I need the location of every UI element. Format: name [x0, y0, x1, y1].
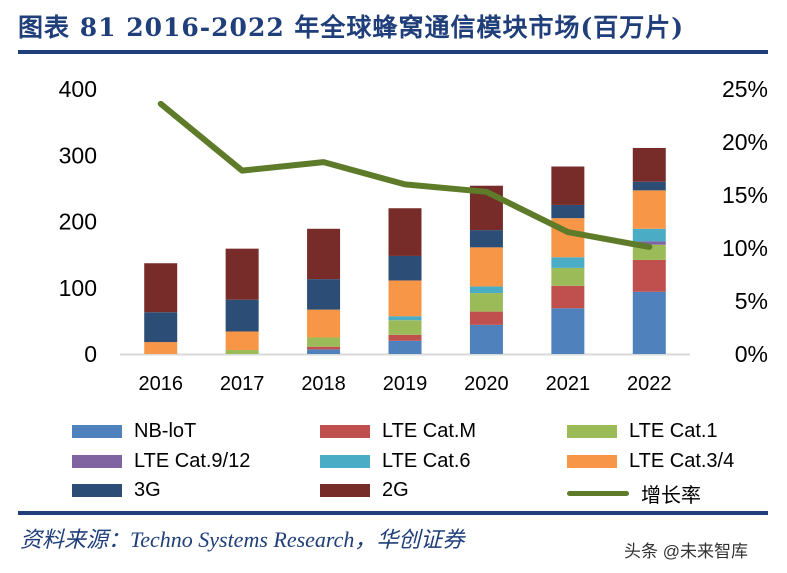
- bar-segment-lte-cat-3-4: [307, 309, 341, 338]
- left-tick-label: 400: [59, 76, 97, 102]
- legend-swatch: [72, 455, 122, 468]
- bar-segment-nb-lot: [632, 291, 666, 354]
- bar-segment-lte-cat-m: [388, 334, 422, 341]
- legend-item: 3G: [72, 479, 161, 502]
- bar-segment-lte-cat-3-4: [632, 190, 666, 229]
- legend-item: LTE Cat.3/4: [567, 450, 734, 473]
- bar-segment-3g: [307, 279, 341, 310]
- bar-segment-nb-lot: [469, 324, 503, 354]
- left-tick-label: 200: [59, 209, 97, 235]
- legend-swatch: [320, 455, 370, 468]
- legend-label: 2G: [382, 479, 409, 501]
- bar-segment-lte-cat-3-4: [388, 280, 422, 317]
- legend-item: 2G: [320, 479, 409, 502]
- right-tick-label: 15%: [722, 182, 768, 208]
- right-tick-label: 20%: [722, 129, 768, 155]
- x-tick-label: 2016: [138, 373, 183, 395]
- bar-segment-lte-cat-3-4: [225, 331, 259, 351]
- bar-segment-3g: [388, 255, 422, 281]
- legend: NB-loT LTE Cat.M LTE Cat.1 LTE Cat.9/12 LTE …: [0, 418, 787, 508]
- bar-segment-2g: [551, 166, 585, 205]
- bar-segment-2g: [307, 228, 341, 280]
- x-tick-label: 2017: [220, 373, 265, 395]
- legend-swatch: [567, 491, 629, 496]
- legend-label: 3G: [134, 479, 161, 501]
- legend-label: LTE Cat.M: [382, 420, 477, 442]
- bar-segment-2g: [144, 263, 178, 313]
- bar-segment-lte-cat-1: [469, 293, 503, 312]
- legend-swatch: [567, 455, 617, 468]
- bar-segment-2g: [225, 248, 259, 300]
- source-rule: [18, 511, 768, 515]
- left-tick-label: 100: [59, 275, 97, 301]
- legend-swatch: [72, 425, 122, 438]
- bar-segment-lte-cat-m: [469, 311, 503, 325]
- bar-segment-lte-cat-1: [307, 337, 341, 347]
- legend-item: LTE Cat.9/12: [72, 450, 250, 473]
- bar-segment-lte-cat-6: [551, 257, 585, 268]
- legend-swatch: [320, 484, 370, 497]
- bar-segment-3g: [144, 312, 178, 343]
- bar-segment-lte-cat-3-4: [469, 247, 503, 287]
- bar-segment-3g: [469, 230, 503, 248]
- legend-item: LTE Cat.M: [320, 420, 476, 443]
- x-tick-label: 2021: [546, 373, 591, 395]
- bar-segment-nb-lot: [307, 349, 341, 354]
- legend-label: 增长率: [641, 485, 701, 507]
- right-tick-label: 5%: [735, 288, 768, 314]
- x-tick-label: 2018: [301, 373, 346, 395]
- x-tick-label: 2022: [627, 373, 672, 395]
- bar-segment-lte-cat-6: [388, 316, 422, 321]
- bar-segment-2g: [388, 208, 422, 256]
- bar-segment-lte-cat-6: [469, 286, 503, 294]
- bar-segment-lte-cat-1: [225, 350, 259, 354]
- bar-segment-nb-lot: [551, 308, 585, 354]
- x-tick-label: 2020: [464, 373, 509, 395]
- legend-swatch: [320, 425, 370, 438]
- right-tick-label: 25%: [722, 76, 768, 102]
- bar-segment-3g: [225, 299, 259, 332]
- legend-item: 增长率: [567, 479, 701, 508]
- bar-segment-3g: [551, 204, 585, 219]
- legend-swatch: [72, 484, 122, 497]
- bar-segment-lte-cat-m: [632, 259, 666, 292]
- right-tick-label: 10%: [722, 235, 768, 261]
- bar-segment-lte-cat-1: [388, 320, 422, 335]
- figure-title: 图表 81 2016-2022 年全球蜂窝通信模块市场(百万片): [18, 13, 685, 42]
- bar-segment-lte-cat-m: [551, 285, 585, 309]
- legend-label: LTE Cat.9/12: [134, 450, 251, 472]
- legend-item: LTE Cat.1: [567, 420, 718, 443]
- legend-item: NB-loT: [72, 420, 196, 443]
- bar-segment-lte-cat-9-12: [632, 241, 666, 245]
- bar-segment-lte-cat-m: [307, 346, 341, 350]
- chart: 0 100 200 300 400 0% 5% 10% 15% 20% 25% 2016 2017 201…: [59, 76, 768, 395]
- bar-segment-2g: [632, 147, 666, 182]
- source-note: 资料来源：Techno Systems Research，华创证券: [20, 527, 465, 552]
- legend-swatch: [567, 425, 617, 438]
- bar-segment-nb-lot: [388, 340, 422, 354]
- bar-segment-lte-cat-1: [632, 244, 666, 260]
- left-tick-label: 300: [59, 142, 97, 168]
- title-rule: [18, 50, 768, 54]
- right-tick-label: 0%: [735, 341, 768, 367]
- legend-item: LTE Cat.6: [320, 450, 471, 473]
- bar-segment-lte-cat-1: [551, 267, 585, 286]
- legend-label: LTE Cat.3/4: [629, 450, 735, 472]
- legend-label: LTE Cat.6: [382, 450, 471, 472]
- legend-label: LTE Cat.1: [629, 420, 718, 442]
- x-tick-label: 2019: [383, 373, 428, 395]
- bar-segment-lte-cat-6: [632, 228, 666, 242]
- left-tick-label: 0: [84, 341, 97, 367]
- legend-label: NB-loT: [134, 420, 197, 442]
- bar-segment-lte-cat-3-4: [144, 342, 178, 354]
- bar-segment-3g: [632, 181, 666, 191]
- watermark: 头条 @未来智库: [624, 542, 748, 561]
